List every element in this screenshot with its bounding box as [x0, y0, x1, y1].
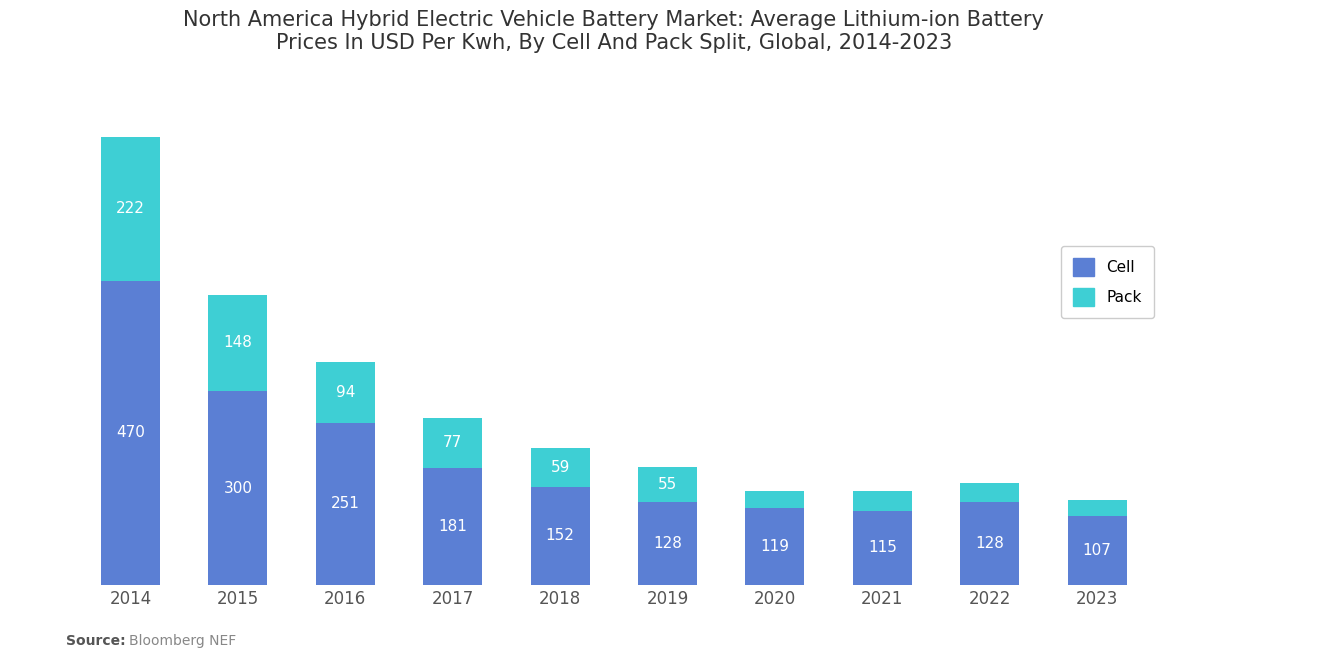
Text: 148: 148: [223, 335, 252, 350]
Bar: [531, 487, 590, 585]
Bar: [424, 468, 482, 585]
Text: 181: 181: [438, 519, 467, 534]
Text: 128: 128: [653, 536, 682, 551]
Bar: [424, 418, 482, 468]
Bar: [853, 491, 912, 511]
Bar: [853, 511, 912, 585]
Bar: [960, 483, 1019, 502]
Text: 119: 119: [760, 539, 789, 554]
Text: 55: 55: [657, 477, 677, 492]
Bar: [315, 362, 375, 422]
Bar: [746, 508, 804, 585]
Text: 222: 222: [116, 201, 145, 216]
Text: 107: 107: [1082, 543, 1111, 558]
Text: 77: 77: [444, 436, 462, 450]
Title: North America Hybrid Electric Vehicle Battery Market: Average Lithium-ion Batter: North America Hybrid Electric Vehicle Ba…: [183, 10, 1044, 53]
Text: 152: 152: [545, 529, 574, 543]
Text: 251: 251: [331, 496, 360, 511]
Bar: [638, 467, 697, 502]
Legend: Cell, Pack: Cell, Pack: [1060, 246, 1154, 318]
Text: 94: 94: [335, 384, 355, 400]
Text: 128: 128: [975, 536, 1005, 551]
Bar: [209, 391, 268, 585]
Text: 59: 59: [550, 460, 570, 475]
Bar: [100, 281, 160, 585]
Bar: [100, 137, 160, 281]
Bar: [960, 502, 1019, 585]
Text: Source:: Source:: [66, 634, 125, 648]
Bar: [638, 502, 697, 585]
Text: 300: 300: [223, 481, 252, 495]
Text: 470: 470: [116, 426, 145, 440]
Bar: [746, 491, 804, 508]
Bar: [315, 422, 375, 585]
Text: 115: 115: [867, 541, 896, 555]
Text: Bloomberg NEF: Bloomberg NEF: [129, 634, 236, 648]
Bar: [1068, 500, 1127, 516]
Bar: [1068, 516, 1127, 585]
Bar: [209, 295, 268, 391]
Bar: [531, 448, 590, 487]
